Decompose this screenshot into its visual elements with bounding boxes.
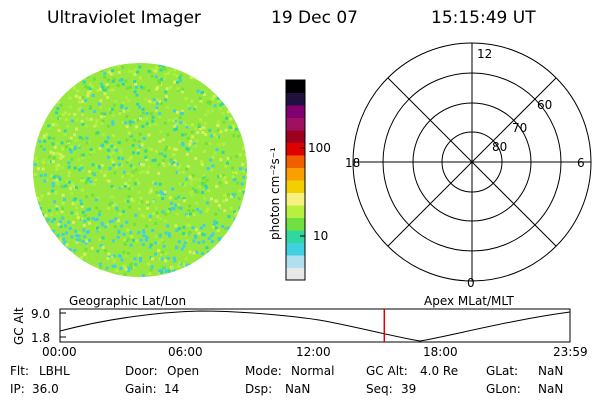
colorbar-frame: [285, 79, 306, 281]
date-label: 19 Dec 07: [271, 8, 358, 28]
xtick-12-00: 12:00: [296, 345, 331, 359]
colorbar: [286, 80, 305, 281]
timeline-frame: [59, 308, 571, 343]
colorbar-segment: [286, 242, 305, 256]
info-glon-value: NaN: [538, 382, 564, 396]
time-label: 15:15:49 UT: [431, 8, 536, 28]
colorbar-segment: [286, 130, 305, 143]
lat-label-60: 60: [537, 98, 553, 112]
info-ip-key: IP:: [10, 382, 25, 396]
mlt-label-0: 0: [467, 276, 475, 290]
xtick-06-00: 06:00: [168, 345, 203, 359]
ytick-label-9: 9.0: [31, 307, 51, 321]
info-ip-value: 36.0: [32, 382, 59, 396]
xtick-00-00: 00:00: [42, 345, 77, 359]
info-seq-key: Seq:: [366, 382, 393, 396]
mlt-label-6: 6: [577, 156, 585, 170]
info-mode-value: Normal: [291, 364, 335, 378]
info-glat-value: NaN: [538, 364, 564, 378]
colorbar-segment: [286, 267, 305, 281]
mlt-label-12: 12: [477, 47, 493, 61]
info-door-value: Open: [167, 364, 200, 378]
info-mode-key: Mode:: [245, 364, 282, 378]
uv-disk-base: [33, 63, 247, 277]
ytick-label-1-8: 1.8: [31, 331, 51, 345]
colorbar-segment: [286, 105, 305, 118]
colorbar-segment: [286, 255, 305, 268]
info-glon-key: GLon:: [486, 382, 521, 396]
colorbar-label-100: 100: [308, 141, 331, 155]
info-gain-key: Gain:: [125, 382, 157, 396]
colorbar-segment: [286, 92, 305, 106]
colorbar-segment: [286, 80, 305, 93]
colorbar-segment: [286, 217, 305, 231]
info-gain-value: 14: [164, 382, 180, 396]
polar-grid: [352, 42, 592, 282]
uv-earth-image: [33, 63, 247, 277]
colorbar-segment: [286, 205, 305, 218]
colorbar-segment: [286, 155, 305, 168]
colorbar-segment: [286, 167, 305, 181]
xtick-18-00: 18:00: [423, 345, 458, 359]
apex-label: Apex MLat/MLT: [424, 294, 514, 308]
colorbar-segment: [286, 192, 305, 206]
info-dsp-value: NaN: [285, 382, 311, 396]
gc-alt-axis-label: GC Alt: [12, 307, 26, 345]
info-dsp-key: Dsp:: [245, 382, 273, 396]
info-gcalt-value: 4.0 Re: [420, 364, 459, 378]
colorbar-label-10: 10: [313, 229, 329, 243]
colorbar-unit-label: photon cm⁻²s⁻¹: [268, 147, 282, 240]
instrument-title: Ultraviolet Imager: [47, 8, 201, 28]
lat-label-80: 80: [492, 140, 508, 154]
polar-diagonal-2: [387, 77, 557, 247]
geographic-label: Geographic Lat/Lon: [69, 294, 187, 308]
info-gcalt-key: GC Alt:: [366, 364, 408, 378]
info-glat-key: GLat:: [486, 364, 519, 378]
xtick-23-59: 23:59: [553, 345, 588, 359]
altitude-curve: [59, 310, 571, 342]
info-flt-value: LBHL: [39, 364, 70, 378]
colorbar-segment: [286, 180, 305, 193]
colorbar-segment: [286, 142, 305, 156]
lat-label-70: 70: [512, 121, 528, 135]
mlt-label-18: 18: [345, 156, 361, 170]
info-seq-value: 39: [401, 382, 417, 396]
colorbar-segment: [286, 230, 305, 243]
colorbar-segment: [286, 117, 305, 131]
info-door-key: Door:: [125, 364, 158, 378]
info-flt-key: Flt:: [10, 364, 29, 378]
